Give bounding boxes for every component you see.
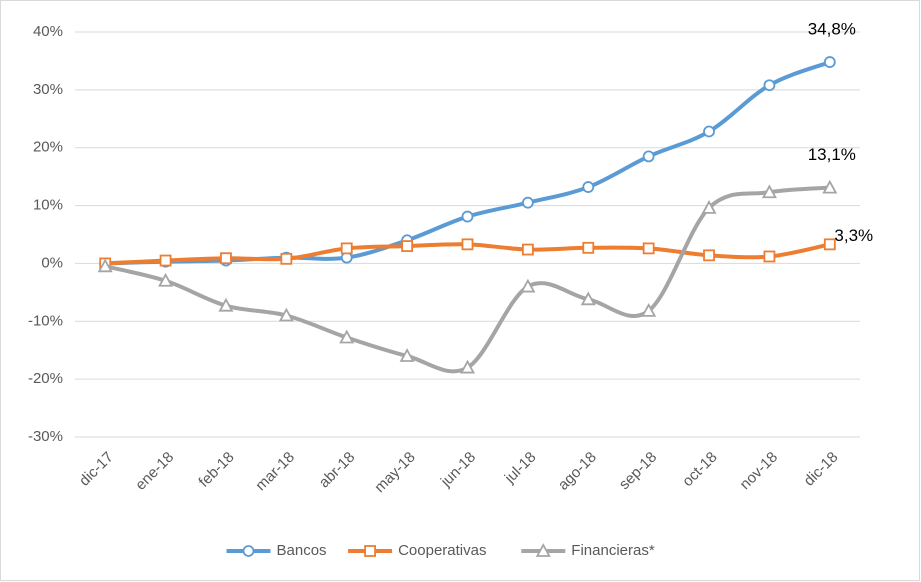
marker bbox=[158, 272, 174, 287]
marker bbox=[520, 278, 536, 293]
y-tick-label: -10% bbox=[28, 312, 63, 329]
marker bbox=[703, 125, 715, 138]
y-tick-label: 10% bbox=[33, 197, 63, 214]
marker bbox=[582, 181, 595, 193]
marker bbox=[461, 238, 474, 251]
data-label: 13,1% bbox=[808, 145, 856, 164]
marker bbox=[535, 543, 551, 557]
marker bbox=[521, 243, 534, 256]
marker bbox=[242, 545, 255, 557]
marker bbox=[401, 240, 414, 252]
marker bbox=[340, 242, 353, 255]
marker bbox=[459, 359, 476, 374]
marker bbox=[823, 56, 836, 68]
y-tick-label: 20% bbox=[33, 139, 63, 156]
y-tick-label: 30% bbox=[33, 81, 63, 98]
marker bbox=[97, 258, 113, 273]
marker bbox=[399, 348, 415, 362]
data-label: 3,3% bbox=[834, 226, 873, 245]
marker bbox=[364, 545, 377, 557]
marker bbox=[580, 291, 596, 306]
marker bbox=[521, 196, 534, 209]
marker bbox=[763, 79, 776, 92]
data-label: 34,8% bbox=[808, 20, 856, 39]
legend-label: Financieras* bbox=[571, 542, 655, 559]
y-tick-label: 40% bbox=[33, 23, 63, 40]
legend-label: Cooperativas bbox=[398, 542, 486, 559]
marker bbox=[642, 242, 655, 255]
marker bbox=[703, 249, 715, 262]
marker bbox=[761, 184, 777, 199]
marker bbox=[278, 307, 294, 322]
y-tick-label: -30% bbox=[28, 428, 63, 445]
marker bbox=[701, 200, 717, 214]
marker bbox=[823, 238, 836, 251]
marker bbox=[642, 150, 655, 163]
marker bbox=[461, 210, 474, 223]
marker bbox=[159, 254, 172, 267]
marker bbox=[339, 329, 355, 344]
marker bbox=[641, 302, 657, 317]
marker bbox=[582, 241, 595, 254]
legend-label: Bancos bbox=[277, 542, 327, 559]
marker bbox=[220, 252, 232, 265]
y-tick-label: -20% bbox=[28, 370, 63, 387]
y-tick-label: 0% bbox=[41, 254, 63, 271]
marker bbox=[822, 179, 838, 194]
marker bbox=[280, 252, 293, 265]
marker bbox=[763, 250, 776, 263]
marker bbox=[218, 297, 234, 312]
